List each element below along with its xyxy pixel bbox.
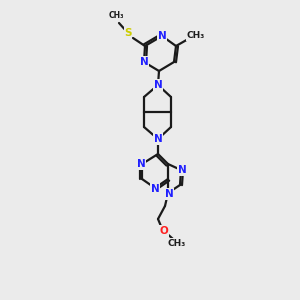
Text: N: N — [154, 134, 162, 144]
Text: O: O — [160, 226, 168, 236]
Text: N: N — [154, 80, 162, 90]
Text: N: N — [136, 159, 146, 169]
Text: CH₃: CH₃ — [108, 11, 124, 20]
Text: N: N — [140, 57, 148, 67]
Text: CH₃: CH₃ — [187, 32, 205, 40]
Text: N: N — [151, 184, 159, 194]
Text: CH₃: CH₃ — [168, 238, 186, 247]
Text: N: N — [178, 165, 186, 175]
Text: N: N — [165, 189, 173, 199]
Text: N: N — [158, 31, 166, 41]
Text: S: S — [124, 28, 132, 38]
